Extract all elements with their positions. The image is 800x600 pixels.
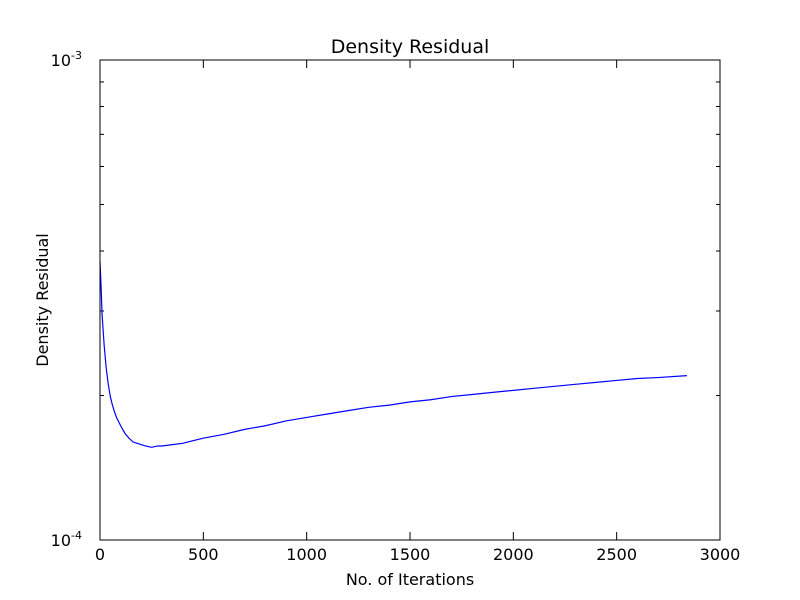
x-tick-label: 1000 [286, 545, 327, 564]
x-tick-label: 1500 [390, 545, 431, 564]
series-line [99, 261, 687, 448]
x-tick-label: 500 [188, 545, 219, 564]
x-tick-label: 3000 [700, 545, 741, 564]
x-axis-label: No. of Iterations [346, 570, 474, 589]
plot-area: 0 500 1000 1500 2000 2500 3000 10-4 10-3 [51, 49, 741, 564]
x-tick-label: 2000 [493, 545, 534, 564]
y-tick-label: 10-4 [51, 529, 82, 550]
x-tick-label: 2500 [596, 545, 637, 564]
y-axis-ticks: 10-4 10-3 [51, 49, 720, 550]
plot-frame [99, 59, 721, 541]
y-axis-label: Density Residual [33, 233, 52, 366]
x-axis-ticks: 0 500 1000 1500 2000 2500 3000 [95, 60, 740, 564]
x-tick-label: 0 [95, 545, 105, 564]
y-tick-label: 10-3 [51, 49, 82, 70]
chart-title: Density Residual [331, 36, 490, 58]
